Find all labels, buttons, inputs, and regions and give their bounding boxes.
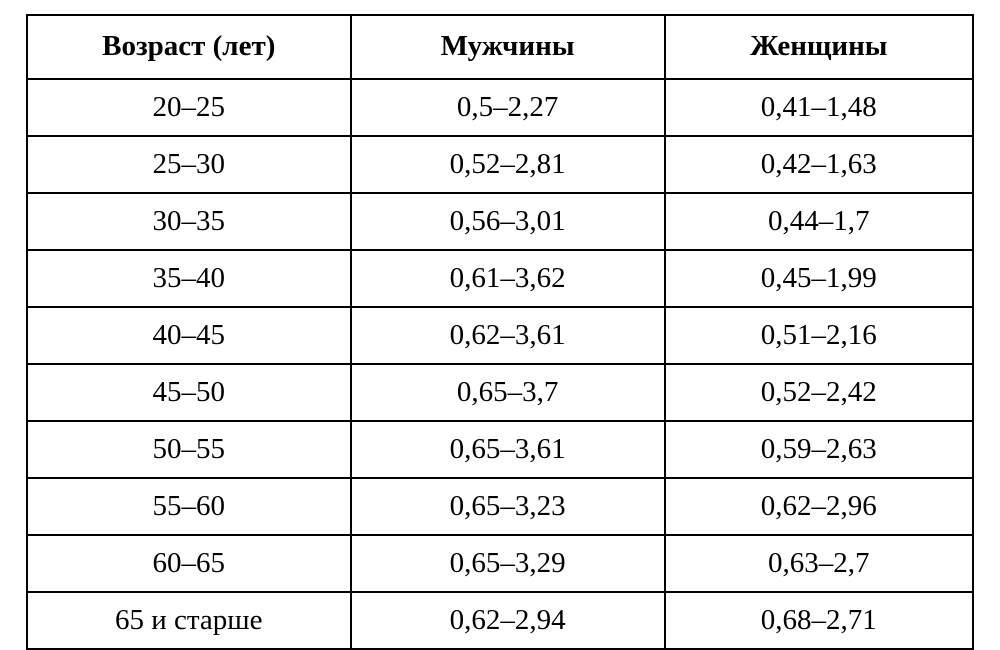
cell-men: 0,62–3,61 — [351, 307, 665, 364]
cell-women: 0,62–2,96 — [665, 478, 973, 535]
table-row: 60–65 0,65–3,29 0,63–2,7 — [27, 535, 973, 592]
cell-men: 0,56–3,01 — [351, 193, 665, 250]
cell-women: 0,45–1,99 — [665, 250, 973, 307]
table-row: 25–30 0,52–2,81 0,42–1,63 — [27, 136, 973, 193]
cell-age: 30–35 — [27, 193, 351, 250]
col-header-men: Мужчины — [351, 15, 665, 79]
cell-men: 0,65–3,61 — [351, 421, 665, 478]
cell-men: 0,62–2,94 — [351, 592, 665, 649]
table-container: Возраст (лет) Мужчины Женщины 20–25 0,5–… — [0, 0, 1000, 638]
cell-age: 20–25 — [27, 79, 351, 136]
cell-men: 0,65–3,7 — [351, 364, 665, 421]
cell-women: 0,63–2,7 — [665, 535, 973, 592]
cell-age: 25–30 — [27, 136, 351, 193]
cell-men: 0,52–2,81 — [351, 136, 665, 193]
cell-women: 0,68–2,71 — [665, 592, 973, 649]
table-row: 20–25 0,5–2,27 0,41–1,48 — [27, 79, 973, 136]
col-header-women: Женщины — [665, 15, 973, 79]
cell-women: 0,51–2,16 — [665, 307, 973, 364]
cell-men: 0,5–2,27 — [351, 79, 665, 136]
cell-men: 0,65–3,23 — [351, 478, 665, 535]
table-row: 65 и старше 0,62–2,94 0,68–2,71 — [27, 592, 973, 649]
table-row: 40–45 0,62–3,61 0,51–2,16 — [27, 307, 973, 364]
cell-women: 0,44–1,7 — [665, 193, 973, 250]
table-row: 50–55 0,65–3,61 0,59–2,63 — [27, 421, 973, 478]
table-row: 30–35 0,56–3,01 0,44–1,7 — [27, 193, 973, 250]
table-header-row: Возраст (лет) Мужчины Женщины — [27, 15, 973, 79]
table-row: 55–60 0,65–3,23 0,62–2,96 — [27, 478, 973, 535]
cell-age: 35–40 — [27, 250, 351, 307]
table-row: 45–50 0,65–3,7 0,52–2,42 — [27, 364, 973, 421]
cell-age: 55–60 — [27, 478, 351, 535]
cell-women: 0,52–2,42 — [665, 364, 973, 421]
table-row: 35–40 0,61–3,62 0,45–1,99 — [27, 250, 973, 307]
cell-age: 40–45 — [27, 307, 351, 364]
cell-age: 60–65 — [27, 535, 351, 592]
cell-age: 65 и старше — [27, 592, 351, 649]
cell-women: 0,59–2,63 — [665, 421, 973, 478]
cell-women: 0,42–1,63 — [665, 136, 973, 193]
cell-men: 0,65–3,29 — [351, 535, 665, 592]
cell-age: 45–50 — [27, 364, 351, 421]
data-table: Возраст (лет) Мужчины Женщины 20–25 0,5–… — [26, 14, 974, 650]
cell-age: 50–55 — [27, 421, 351, 478]
cell-women: 0,41–1,48 — [665, 79, 973, 136]
col-header-age: Возраст (лет) — [27, 15, 351, 79]
cell-men: 0,61–3,62 — [351, 250, 665, 307]
